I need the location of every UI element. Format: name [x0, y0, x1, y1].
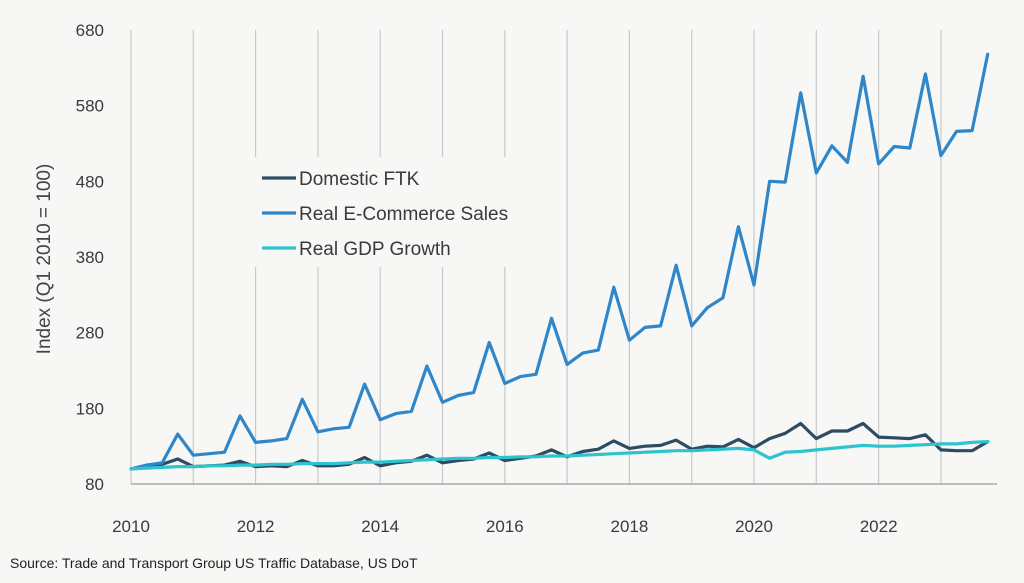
- x-tick-label: 2022: [860, 517, 898, 536]
- source-note: Source: Trade and Transport Group US Tra…: [10, 555, 418, 571]
- x-tick-label: 2016: [486, 517, 524, 536]
- y-tick-label: 80: [85, 475, 104, 494]
- y-tick-label: 380: [76, 248, 104, 267]
- series-line: [129, 440, 990, 471]
- x-tick-label: 2014: [361, 517, 399, 536]
- y-tick-label: 280: [76, 324, 104, 343]
- legend-label: Real GDP Growth: [299, 239, 451, 260]
- legend-label: Domestic FTK: [299, 169, 420, 190]
- y-axis-title: Index (Q1 2010 = 100): [34, 164, 55, 355]
- x-tick-label: 2018: [611, 517, 649, 536]
- y-tick-label: 580: [76, 97, 104, 116]
- x-tick-label: 2012: [237, 517, 275, 536]
- y-tick-label: 680: [76, 21, 104, 40]
- x-axis-tick-labels: 2010 2012 2014 2016 2018 2020 2022: [112, 517, 897, 536]
- legend: Domestic FTK Real E-Commerce Sales Real GD…: [248, 157, 538, 267]
- y-axis-tick-labels: 80 180 280 380 480 580 680: [76, 21, 104, 494]
- series-lines: [129, 52, 990, 471]
- y-tick-label: 480: [76, 172, 104, 191]
- series-line: [129, 52, 990, 471]
- x-tick-label: 2010: [112, 517, 150, 536]
- legend-background: [248, 157, 538, 267]
- legend-label: Real E-Commerce Sales: [299, 204, 508, 225]
- y-tick-label: 180: [76, 399, 104, 418]
- series-line: [129, 421, 990, 471]
- x-tick-label: 2020: [735, 517, 773, 536]
